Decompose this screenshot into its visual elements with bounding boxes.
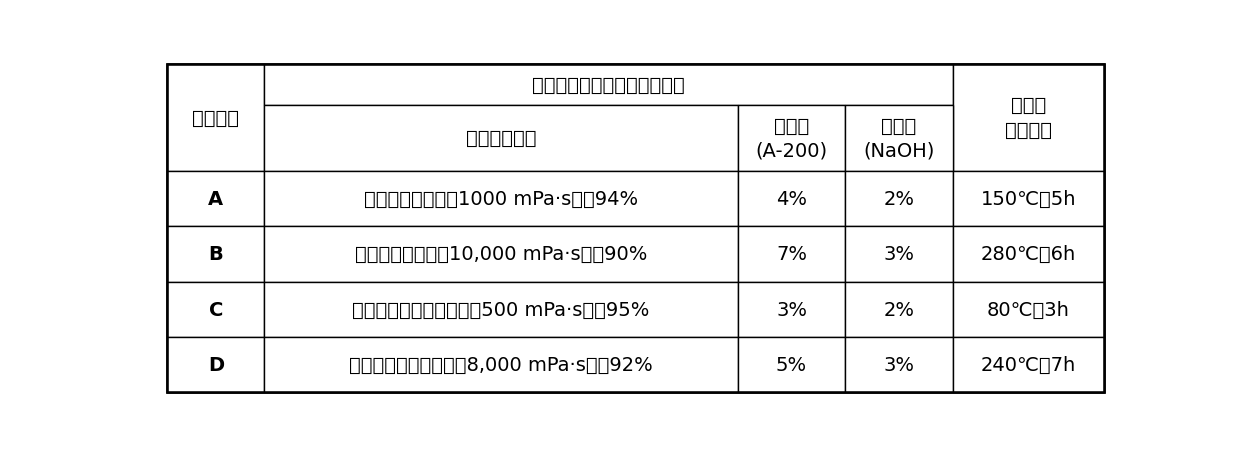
Text: 280℃，6h: 280℃，6h bbox=[981, 245, 1076, 264]
Bar bbox=[952, 282, 1104, 337]
Bar bbox=[167, 282, 264, 337]
Text: 7%: 7% bbox=[776, 245, 807, 264]
Text: 聚二乙基硅氧烷（10,000 mPa·s），90%: 聚二乙基硅氧烷（10,000 mPa·s），90% bbox=[355, 245, 647, 264]
Text: 反应组分及占活性物的百分比: 反应组分及占活性物的百分比 bbox=[532, 75, 684, 94]
Bar bbox=[264, 337, 738, 393]
Bar bbox=[846, 337, 952, 393]
Text: 2%: 2% bbox=[884, 300, 915, 319]
Text: C: C bbox=[208, 300, 223, 319]
Text: B: B bbox=[208, 245, 223, 264]
Bar bbox=[952, 227, 1104, 282]
Bar bbox=[952, 171, 1104, 227]
Bar bbox=[738, 227, 846, 282]
Text: 80℃，3h: 80℃，3h bbox=[987, 300, 1070, 319]
Bar bbox=[846, 227, 952, 282]
Bar bbox=[738, 106, 846, 171]
Text: 4%: 4% bbox=[776, 189, 807, 208]
Bar bbox=[738, 337, 846, 393]
Text: 温度及
反应时间: 温度及 反应时间 bbox=[1004, 96, 1052, 140]
Bar bbox=[167, 171, 264, 227]
Text: 3%: 3% bbox=[884, 245, 915, 264]
Text: 聚二甲基硅氧烷（1000 mPa·s），94%: 聚二甲基硅氧烷（1000 mPa·s），94% bbox=[365, 189, 639, 208]
Text: 白炭黑
(A-200): 白炭黑 (A-200) bbox=[755, 117, 827, 160]
Bar bbox=[264, 227, 738, 282]
Bar bbox=[264, 171, 738, 227]
Bar bbox=[846, 282, 952, 337]
Bar bbox=[952, 337, 1104, 393]
Text: 活性物质: 活性物质 bbox=[192, 108, 239, 127]
Bar bbox=[952, 64, 1104, 171]
Text: 催化剂
(NaOH): 催化剂 (NaOH) bbox=[863, 117, 935, 160]
Bar bbox=[264, 64, 952, 106]
Text: D: D bbox=[208, 356, 224, 374]
Text: 聚甲基乙烯基硅氧烷（8,000 mPa·s），92%: 聚甲基乙烯基硅氧烷（8,000 mPa·s），92% bbox=[350, 356, 653, 374]
Bar bbox=[167, 64, 264, 171]
Bar bbox=[846, 171, 952, 227]
Text: 聚有机硅氧烷: 聚有机硅氧烷 bbox=[466, 129, 536, 148]
Bar bbox=[264, 282, 738, 337]
Text: 3%: 3% bbox=[884, 356, 915, 374]
Bar bbox=[738, 171, 846, 227]
Text: 3%: 3% bbox=[776, 300, 807, 319]
Bar bbox=[846, 106, 952, 171]
Bar bbox=[167, 227, 264, 282]
Bar bbox=[738, 282, 846, 337]
Bar bbox=[167, 337, 264, 393]
Text: 2%: 2% bbox=[884, 189, 915, 208]
Text: 240℃，7h: 240℃，7h bbox=[981, 356, 1076, 374]
Text: 5%: 5% bbox=[776, 356, 807, 374]
Bar bbox=[264, 106, 738, 171]
Text: A: A bbox=[208, 189, 223, 208]
Text: 聚甲基三氟丙基硅氧烷（500 mPa·s），95%: 聚甲基三氟丙基硅氧烷（500 mPa·s），95% bbox=[352, 300, 650, 319]
Text: 150℃，5h: 150℃，5h bbox=[981, 189, 1076, 208]
